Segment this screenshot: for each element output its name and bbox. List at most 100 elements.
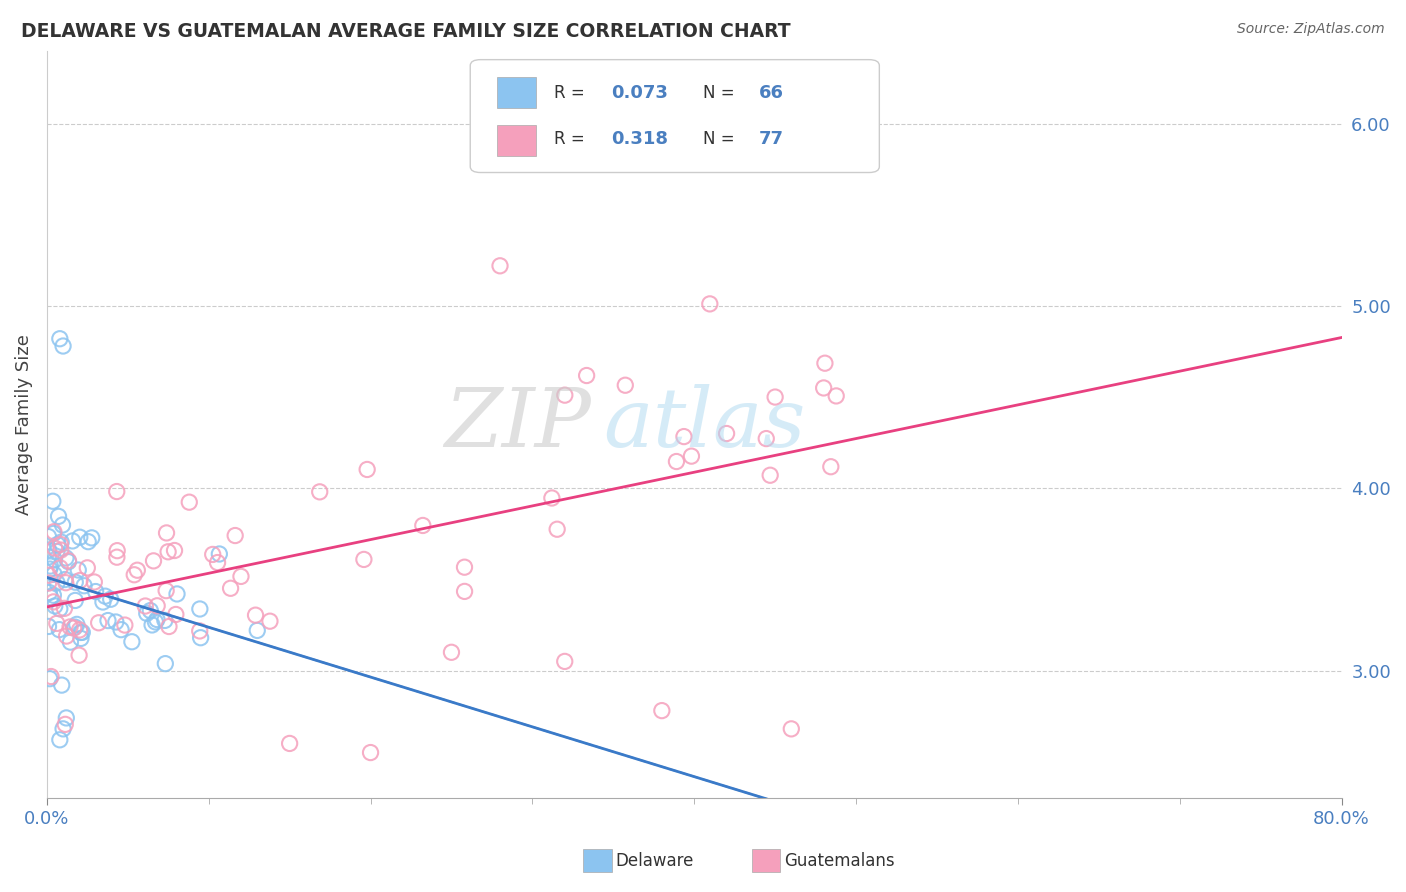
Point	[39, 669, 62, 683]
Point	[135, 607, 157, 621]
Point	[48, 509, 70, 524]
Point	[127, 563, 149, 577]
Point	[66, 617, 89, 632]
Point	[42, 494, 65, 508]
Point	[38, 619, 60, 633]
Point	[67, 563, 90, 577]
Text: DELAWARE VS GUATEMALAN AVERAGE FAMILY SIZE CORRELATION CHART: DELAWARE VS GUATEMALAN AVERAGE FAMILY SI…	[21, 22, 790, 41]
Point	[69, 623, 91, 637]
Text: ZIP: ZIP	[444, 384, 591, 465]
Point	[699, 297, 721, 311]
Point	[45, 616, 67, 631]
Point	[46, 537, 69, 551]
Point	[142, 554, 165, 568]
Point	[46, 575, 69, 590]
Point	[104, 615, 127, 629]
Point	[55, 711, 77, 725]
Point	[38, 549, 60, 564]
Point	[45, 544, 67, 558]
Point	[157, 545, 180, 559]
Point	[69, 530, 91, 544]
Point	[59, 620, 82, 634]
Point	[84, 584, 107, 599]
Point	[763, 390, 786, 404]
Point	[52, 339, 75, 353]
Point	[87, 615, 110, 630]
Point	[614, 378, 637, 392]
Point	[546, 522, 568, 536]
Point	[42, 567, 65, 582]
Point	[69, 574, 91, 588]
Text: 0.318: 0.318	[612, 130, 668, 148]
Text: N =: N =	[703, 130, 740, 148]
Point	[207, 556, 229, 570]
Text: 77: 77	[759, 130, 785, 148]
Point	[100, 592, 122, 607]
Point	[224, 528, 246, 542]
Point	[825, 389, 848, 403]
Point	[44, 541, 66, 555]
Point	[63, 593, 86, 607]
Point	[575, 368, 598, 383]
Point	[440, 645, 463, 659]
Point	[67, 648, 90, 663]
Point	[453, 584, 475, 599]
Point	[42, 595, 65, 609]
Point	[453, 560, 475, 574]
Point	[38, 585, 60, 599]
Point	[105, 543, 128, 558]
Point	[308, 484, 330, 499]
Point	[672, 429, 695, 443]
Point	[55, 551, 77, 566]
Point	[412, 518, 434, 533]
Point	[259, 614, 281, 628]
Point	[814, 356, 837, 370]
Point	[59, 635, 82, 649]
Text: Delaware: Delaware	[616, 852, 695, 870]
Point	[681, 449, 703, 463]
Point	[70, 632, 93, 646]
Point	[229, 569, 252, 583]
Point	[55, 629, 77, 643]
Point	[165, 607, 187, 622]
Point	[179, 495, 201, 509]
Point	[73, 579, 96, 593]
Point	[62, 533, 84, 548]
FancyBboxPatch shape	[498, 125, 536, 156]
Point	[360, 746, 382, 760]
Point	[49, 543, 72, 558]
Point	[110, 623, 132, 637]
Point	[716, 426, 738, 441]
Point	[122, 567, 145, 582]
Point	[97, 614, 120, 628]
Point	[145, 615, 167, 629]
Point	[38, 576, 60, 591]
Point	[38, 562, 60, 576]
Point	[80, 531, 103, 545]
Point	[201, 548, 224, 562]
Point	[755, 432, 778, 446]
Point	[141, 618, 163, 632]
Point	[53, 573, 76, 587]
Point	[489, 259, 512, 273]
Text: 66: 66	[759, 84, 785, 102]
Point	[278, 736, 301, 750]
Point	[49, 537, 72, 551]
Point	[665, 454, 688, 468]
Point	[48, 623, 70, 637]
Point	[155, 525, 177, 540]
Point	[42, 526, 65, 541]
Point	[94, 589, 117, 603]
Point	[51, 535, 73, 549]
Text: Guatemalans: Guatemalans	[785, 852, 896, 870]
Point	[51, 518, 73, 533]
Point	[38, 568, 60, 582]
FancyBboxPatch shape	[470, 60, 879, 172]
Text: R =: R =	[554, 130, 591, 148]
Point	[121, 634, 143, 648]
Point	[146, 613, 169, 627]
Text: atlas: atlas	[603, 384, 806, 465]
Point	[820, 459, 842, 474]
Point	[49, 561, 72, 575]
Point	[153, 614, 176, 628]
